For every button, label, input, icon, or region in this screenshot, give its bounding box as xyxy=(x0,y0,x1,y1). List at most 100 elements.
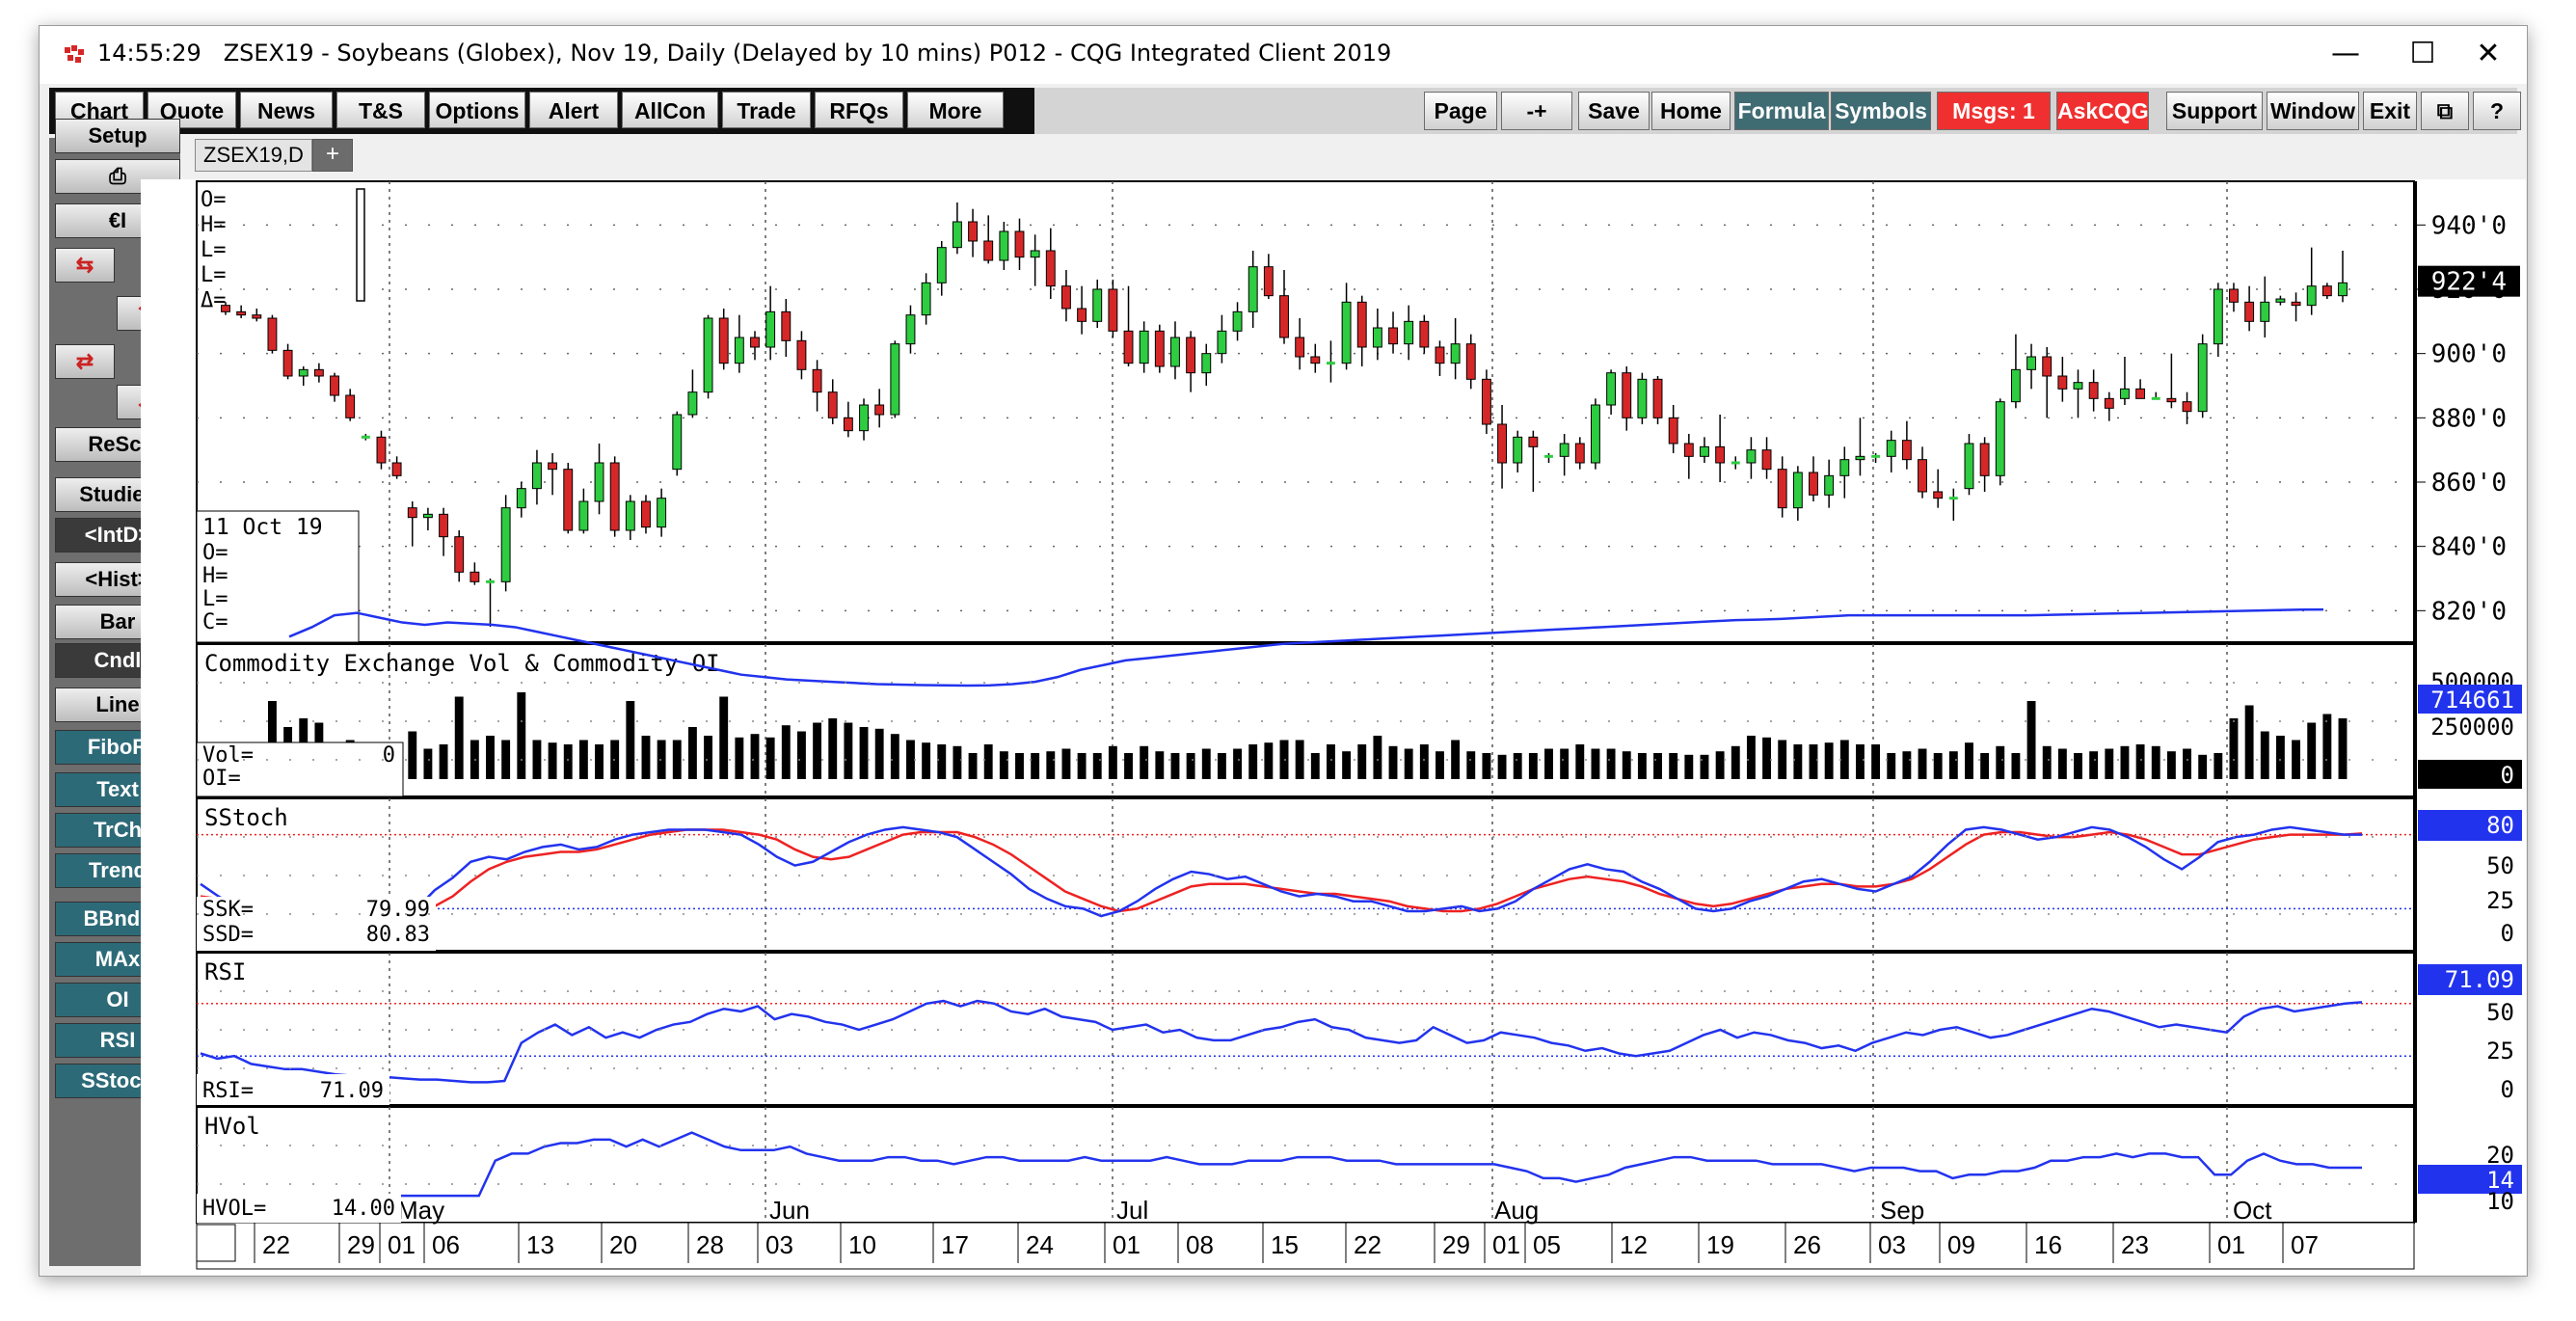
candle-body xyxy=(1030,250,1040,258)
volume-bar xyxy=(781,725,791,779)
minimize-button[interactable]: — xyxy=(2331,37,2360,70)
volume-bar xyxy=(2229,718,2239,779)
candle-body xyxy=(1933,491,1944,499)
price-tick-label: 840'0 xyxy=(2431,533,2507,562)
window-title: 14:55:29 ZSEX19 - Soybeans (Globex), Nov… xyxy=(97,40,1391,67)
add-tab-button[interactable]: + xyxy=(312,139,353,172)
volume-bar xyxy=(2011,753,2021,779)
candle-body xyxy=(500,507,511,582)
menu-news[interactable]: News xyxy=(240,92,333,128)
swap-horizontal-icon[interactable]: ⇆ xyxy=(55,248,115,283)
candle-body xyxy=(609,462,620,531)
date-tick-label: 17 xyxy=(941,1230,969,1259)
date-tick-label: 20 xyxy=(609,1230,637,1259)
volume-bar xyxy=(486,736,495,779)
volume-bar xyxy=(813,722,822,779)
volume-bar xyxy=(1513,753,1522,779)
menu-allcon[interactable]: AllCon xyxy=(622,92,718,128)
candle-body xyxy=(1901,440,1912,461)
sstoch-title: SStoch xyxy=(204,804,288,831)
candle-body xyxy=(313,368,324,377)
toolbar-home-button[interactable]: Home xyxy=(1651,92,1731,130)
volume-bar xyxy=(2292,740,2300,779)
volume-bar xyxy=(1856,744,1865,779)
volume-bar xyxy=(1669,753,1678,779)
candle-body xyxy=(1528,436,1539,447)
volume-bar xyxy=(968,753,978,779)
volume-bar xyxy=(937,744,947,779)
candle-body xyxy=(2182,401,2192,413)
candle-body xyxy=(999,230,1009,261)
volume-bar xyxy=(1575,744,1585,779)
candle-body xyxy=(1404,320,1414,345)
candle-body xyxy=(578,500,589,531)
sstoch-k-line xyxy=(200,825,2362,923)
volume-bar xyxy=(1373,736,1382,779)
menu-more[interactable]: More xyxy=(907,92,1004,128)
volume-bar xyxy=(2042,745,2052,779)
volume-bar xyxy=(501,740,511,779)
maximize-button[interactable]: ☐ xyxy=(2409,37,2436,70)
candle-body xyxy=(1217,330,1227,355)
candle-body xyxy=(765,310,776,348)
volume-bar xyxy=(1015,753,1024,779)
candle-body xyxy=(345,394,356,418)
candle-body xyxy=(594,462,604,502)
tab-zsex19[interactable]: ZSEX19,D xyxy=(195,139,312,172)
toolbar-window-button[interactable]: Window xyxy=(2267,92,2359,130)
toolbar-exit-button[interactable]: Exit xyxy=(2363,92,2417,130)
ohlc-label: Δ= xyxy=(201,288,227,312)
candle-body xyxy=(1574,443,1585,464)
date-tick-label: 24 xyxy=(1026,1230,1054,1259)
date-tick-label: 10 xyxy=(848,1230,876,1259)
menu-t-s[interactable]: T&S xyxy=(336,92,425,128)
volume-info-box xyxy=(196,741,404,797)
menu-trade[interactable]: Trade xyxy=(722,92,811,128)
hvol-panel xyxy=(196,1106,2415,1224)
cursor-value-label: L= xyxy=(202,587,228,611)
volume-bar xyxy=(1388,745,1398,779)
volume-bar xyxy=(2151,745,2160,779)
candle-body xyxy=(1777,469,1787,509)
ohlc-label: L= xyxy=(201,263,227,287)
menu-alert[interactable]: Alert xyxy=(529,92,618,128)
menu-rfqs[interactable]: RFQs xyxy=(815,92,903,128)
toolbar-support-button[interactable]: Support xyxy=(2166,92,2263,130)
toolbar-formula-button[interactable]: Formula xyxy=(1734,92,1829,130)
sidebar-setup-button[interactable]: Setup xyxy=(55,119,180,153)
candle-body xyxy=(2042,356,2053,377)
toolbar-symbols-button[interactable]: Symbols xyxy=(1831,92,1931,130)
volume-bar xyxy=(1918,748,1927,779)
volume-bar xyxy=(1622,751,1631,779)
volume-bar xyxy=(532,740,542,779)
volume-bar xyxy=(1606,748,1616,779)
candle-body xyxy=(2010,368,2021,403)
date-tick-label: 19 xyxy=(1706,1230,1734,1259)
menu-options[interactable]: Options xyxy=(429,92,525,128)
candle-body xyxy=(843,417,853,432)
toolbar-iconhelp-icon[interactable]: ? xyxy=(2473,92,2521,130)
toolbar-askcqg-button[interactable]: AskCQG xyxy=(2056,92,2149,130)
hvol-axis-label: 20 xyxy=(2486,1142,2514,1169)
toolbar-page-button[interactable]: Page xyxy=(1424,92,1497,130)
candle-body xyxy=(422,513,433,519)
rsi-info-box xyxy=(197,1074,389,1105)
volume-bar xyxy=(1451,740,1461,779)
candle-body xyxy=(1014,230,1025,258)
toolbar-icon-button[interactable]: -+ xyxy=(1501,92,1572,130)
candle-body xyxy=(1045,250,1056,287)
scroll-left-icon[interactable]: ⇄ xyxy=(55,344,115,379)
date-tick-label: 03 xyxy=(1878,1230,1906,1259)
rsi-axis-label: 25 xyxy=(2486,1038,2514,1065)
toolbar-iconrestore-icon[interactable]: ⧉ xyxy=(2421,92,2469,130)
print-icon[interactable]: ⎙ xyxy=(55,159,180,194)
candle-body xyxy=(454,536,465,573)
volume-axis-label: 0 xyxy=(2501,762,2514,789)
toolbar-save-button[interactable]: Save xyxy=(1578,92,1650,130)
close-button[interactable]: ✕ xyxy=(2476,37,2501,70)
price-tick-label: 820'0 xyxy=(2431,597,2507,626)
toolbar-msgs-1-button[interactable]: Msgs: 1 xyxy=(1937,92,2051,130)
ssd-value: 80.83 xyxy=(366,923,430,947)
volume-bar xyxy=(1124,753,1133,779)
